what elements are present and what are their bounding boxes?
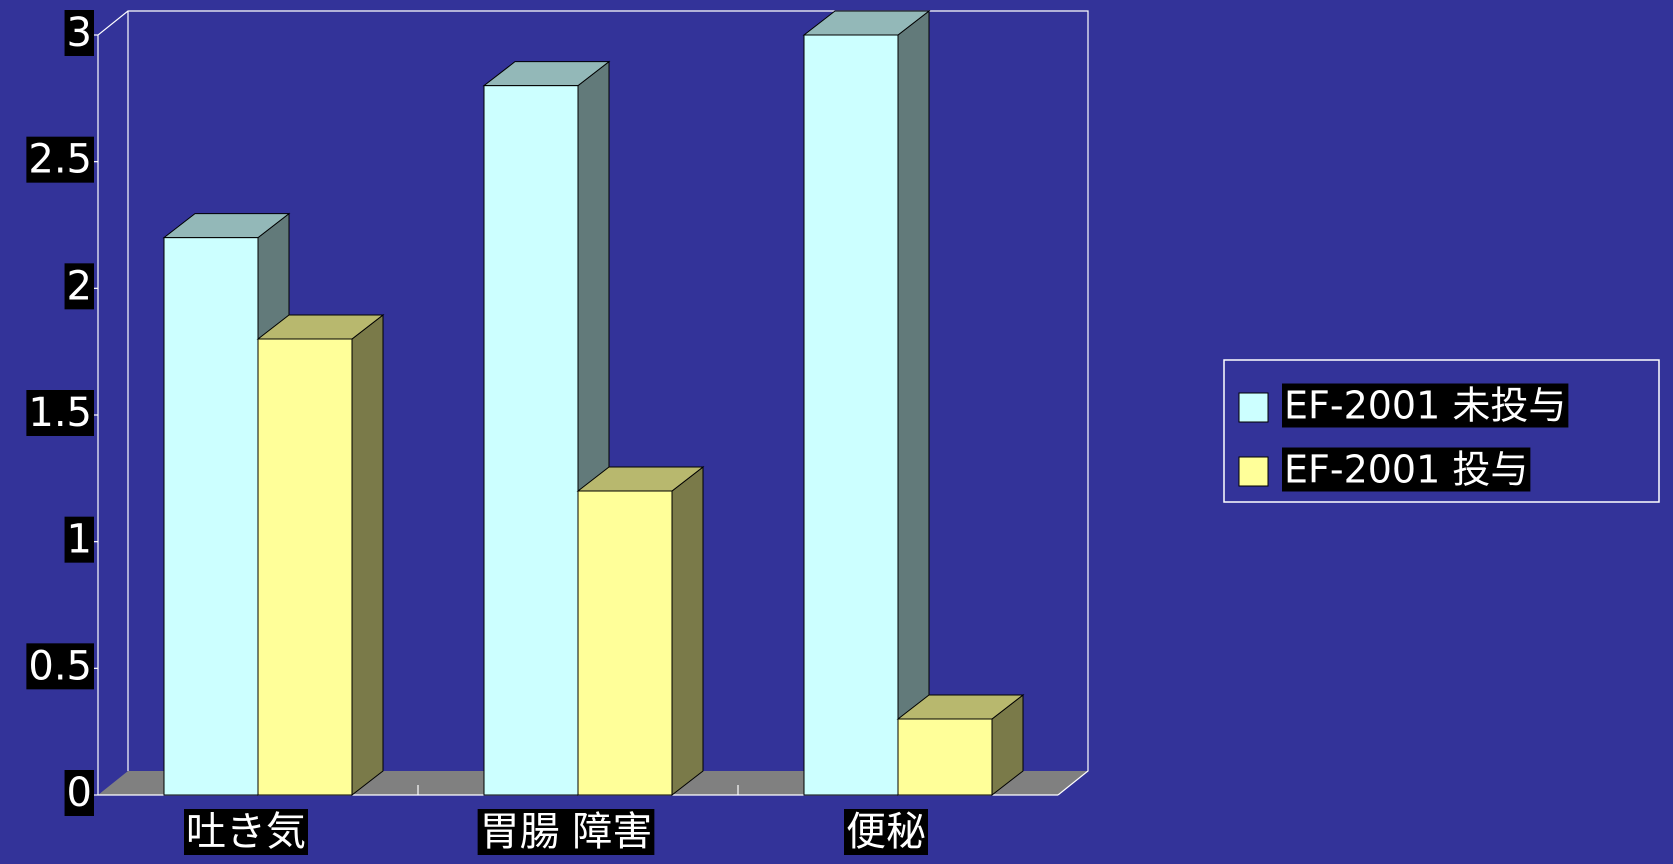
bar-side <box>671 465 704 797</box>
y-tick-label-bg <box>64 516 94 563</box>
x-tick-label: 便秘 <box>846 809 926 855</box>
bar-front <box>483 85 579 796</box>
y-tick-label-group: 2.5 <box>26 136 94 183</box>
y-tick-label: 3 <box>67 10 92 56</box>
bar-front <box>897 718 993 796</box>
y-tick-label: 1 <box>67 517 92 563</box>
y-tick-label-bg <box>26 390 94 436</box>
bar-2-1 <box>896 693 1025 797</box>
bar-1-1 <box>576 465 705 797</box>
y-tick-label: 0.5 <box>28 643 92 689</box>
bar-2-0 <box>802 9 931 797</box>
y-tick-label-bg <box>64 770 94 816</box>
x-tick-label-bg <box>477 809 655 855</box>
x-tick-label-bg <box>184 809 308 855</box>
legend-label: EF-2001 未投与 <box>1284 384 1566 428</box>
legend-label-bg <box>1282 447 1531 492</box>
x-tick-label-group: 吐き気 <box>184 809 308 855</box>
x-tick-label: 吐き気 <box>186 809 306 855</box>
bar-front <box>577 490 673 796</box>
y-tick-label: 2 <box>67 263 92 309</box>
legend-box <box>1223 359 1660 503</box>
bar-front <box>163 237 259 796</box>
x-axis: 吐き気 胃腸 障害 便秘 <box>184 785 928 855</box>
legend-label-group: EF-2001 投与 <box>1282 447 1531 492</box>
y-tick-label-group: 2 <box>64 263 94 310</box>
legend-label-group: EF-2001 未投与 <box>1282 383 1569 428</box>
legend-label: EF-2001 投与 <box>1284 448 1528 492</box>
bar-0-1 <box>256 313 385 797</box>
bar-front <box>803 34 899 796</box>
legend: EF-2001 未投与 EF-2001 投与 <box>1223 359 1660 503</box>
y-tick-label-group: 0 <box>64 770 94 816</box>
y-tick-label-bg <box>26 136 94 183</box>
y-tick-label-bg <box>64 263 94 310</box>
bar-side <box>897 9 930 797</box>
y-tick-label: 0 <box>67 770 92 816</box>
y-tick-label-group: 1.5 <box>26 390 94 436</box>
legend-swatch <box>1238 392 1269 423</box>
y-tick-label-group: 3 <box>64 10 94 56</box>
x-tick-label-group: 胃腸 障害 <box>477 809 655 855</box>
bar-front <box>257 338 353 796</box>
y-tick-label: 2.5 <box>28 137 92 183</box>
bar-side <box>351 313 384 797</box>
legend-swatch <box>1238 456 1269 487</box>
x-tick-label: 胃腸 障害 <box>480 809 653 855</box>
x-tick-label-bg <box>844 809 928 855</box>
y-tick-label-bg <box>64 10 94 56</box>
x-tick-label-group: 便秘 <box>844 809 928 855</box>
bars <box>162 9 1025 797</box>
legend-label-bg <box>1282 383 1569 428</box>
y-tick-label-bg <box>26 643 94 690</box>
y-tick-label-group: 0.5 <box>26 643 94 690</box>
y-axis: 0 0.5 1 1.5 2 2.5 3 <box>26 10 98 816</box>
y-tick-label-group: 1 <box>64 516 94 563</box>
y-tick-label: 1.5 <box>28 390 92 436</box>
